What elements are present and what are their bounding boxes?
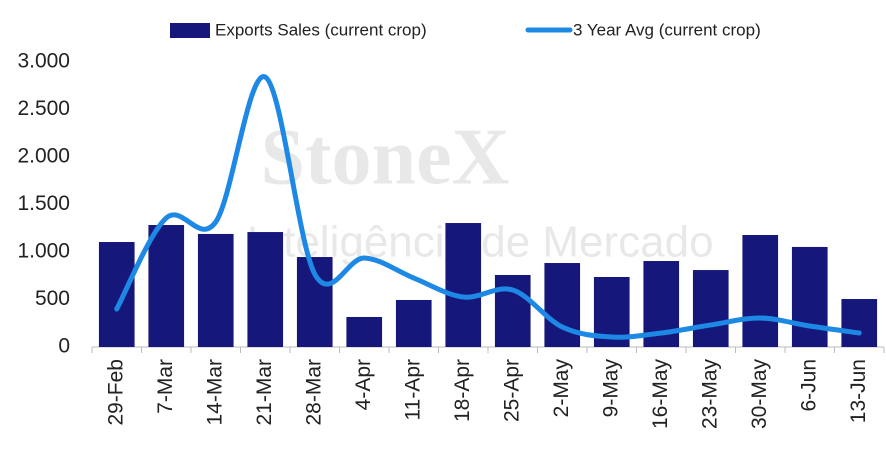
x-tick-label: 30-May (748, 359, 771, 430)
y-tick-label: 500 (35, 287, 70, 310)
y-tick-label: 3.000 (17, 50, 70, 73)
y-tick-label: 0 (58, 335, 70, 358)
bar (247, 232, 284, 347)
legend-label: Exports Sales (current crop) (215, 20, 427, 39)
x-tick-label: 14-Mar (203, 359, 226, 426)
bar (197, 233, 234, 347)
bar (148, 225, 185, 347)
x-tick-label: 23-May (698, 359, 721, 430)
x-tick-label: 21-Mar (253, 359, 276, 426)
x-tick-label: 28-Mar (302, 359, 325, 426)
x-tick-label: 4-Apr (352, 359, 375, 410)
bar (692, 270, 729, 347)
watermark-logo: StoneX (261, 113, 510, 201)
bar (346, 316, 383, 347)
bar (98, 242, 135, 347)
x-tick-label: 25-Apr (500, 359, 523, 422)
x-tick-label: 6-Jun (797, 359, 820, 412)
bar (841, 299, 878, 347)
y-tick-label: 1.500 (17, 192, 70, 215)
bar (494, 274, 531, 347)
y-tick-label: 1.000 (17, 240, 70, 263)
legend-swatch (170, 23, 210, 38)
x-tick-label: 9-May (599, 359, 622, 418)
bar (445, 223, 482, 347)
x-tick-label: 7-Mar (154, 359, 177, 414)
x-tick-label: 13-Jun (847, 359, 870, 423)
bar (544, 263, 581, 347)
x-tick-label: 18-Apr (451, 359, 474, 422)
y-tick-label: 2.500 (17, 97, 70, 120)
line (114, 74, 862, 340)
x-tick-label: 11-Apr (401, 359, 424, 420)
y-tick-label: 2.000 (17, 145, 70, 168)
bar (395, 299, 432, 347)
x-tick-label: 16-May (649, 359, 672, 430)
x-tick-label: 29-Feb (104, 359, 127, 426)
x-tick-label: 2-May (550, 359, 573, 418)
legend-label: 3 Year Avg (current crop) (573, 20, 761, 39)
bar (791, 246, 828, 347)
bar (742, 234, 779, 347)
